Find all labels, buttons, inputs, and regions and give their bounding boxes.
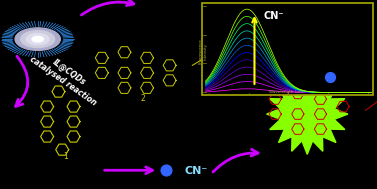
- Circle shape: [26, 33, 49, 45]
- Text: CN⁻: CN⁻: [185, 166, 208, 176]
- Point: [327, 75, 333, 78]
- Text: 2: 2: [141, 94, 146, 103]
- Circle shape: [15, 28, 60, 50]
- Text: Wavelength (nm): Wavelength (nm): [269, 90, 304, 94]
- Text: IL@CQDs
catalysed reaction: IL@CQDs catalysed reaction: [28, 46, 104, 107]
- Circle shape: [32, 36, 43, 42]
- Point: [163, 169, 169, 172]
- Circle shape: [21, 31, 55, 48]
- Text: CN⁻: CN⁻: [264, 11, 284, 21]
- Polygon shape: [267, 74, 348, 154]
- Text: 1: 1: [64, 152, 68, 161]
- Text: Fluorescence
Intensity: Fluorescence Intensity: [199, 38, 207, 64]
- FancyBboxPatch shape: [202, 3, 373, 95]
